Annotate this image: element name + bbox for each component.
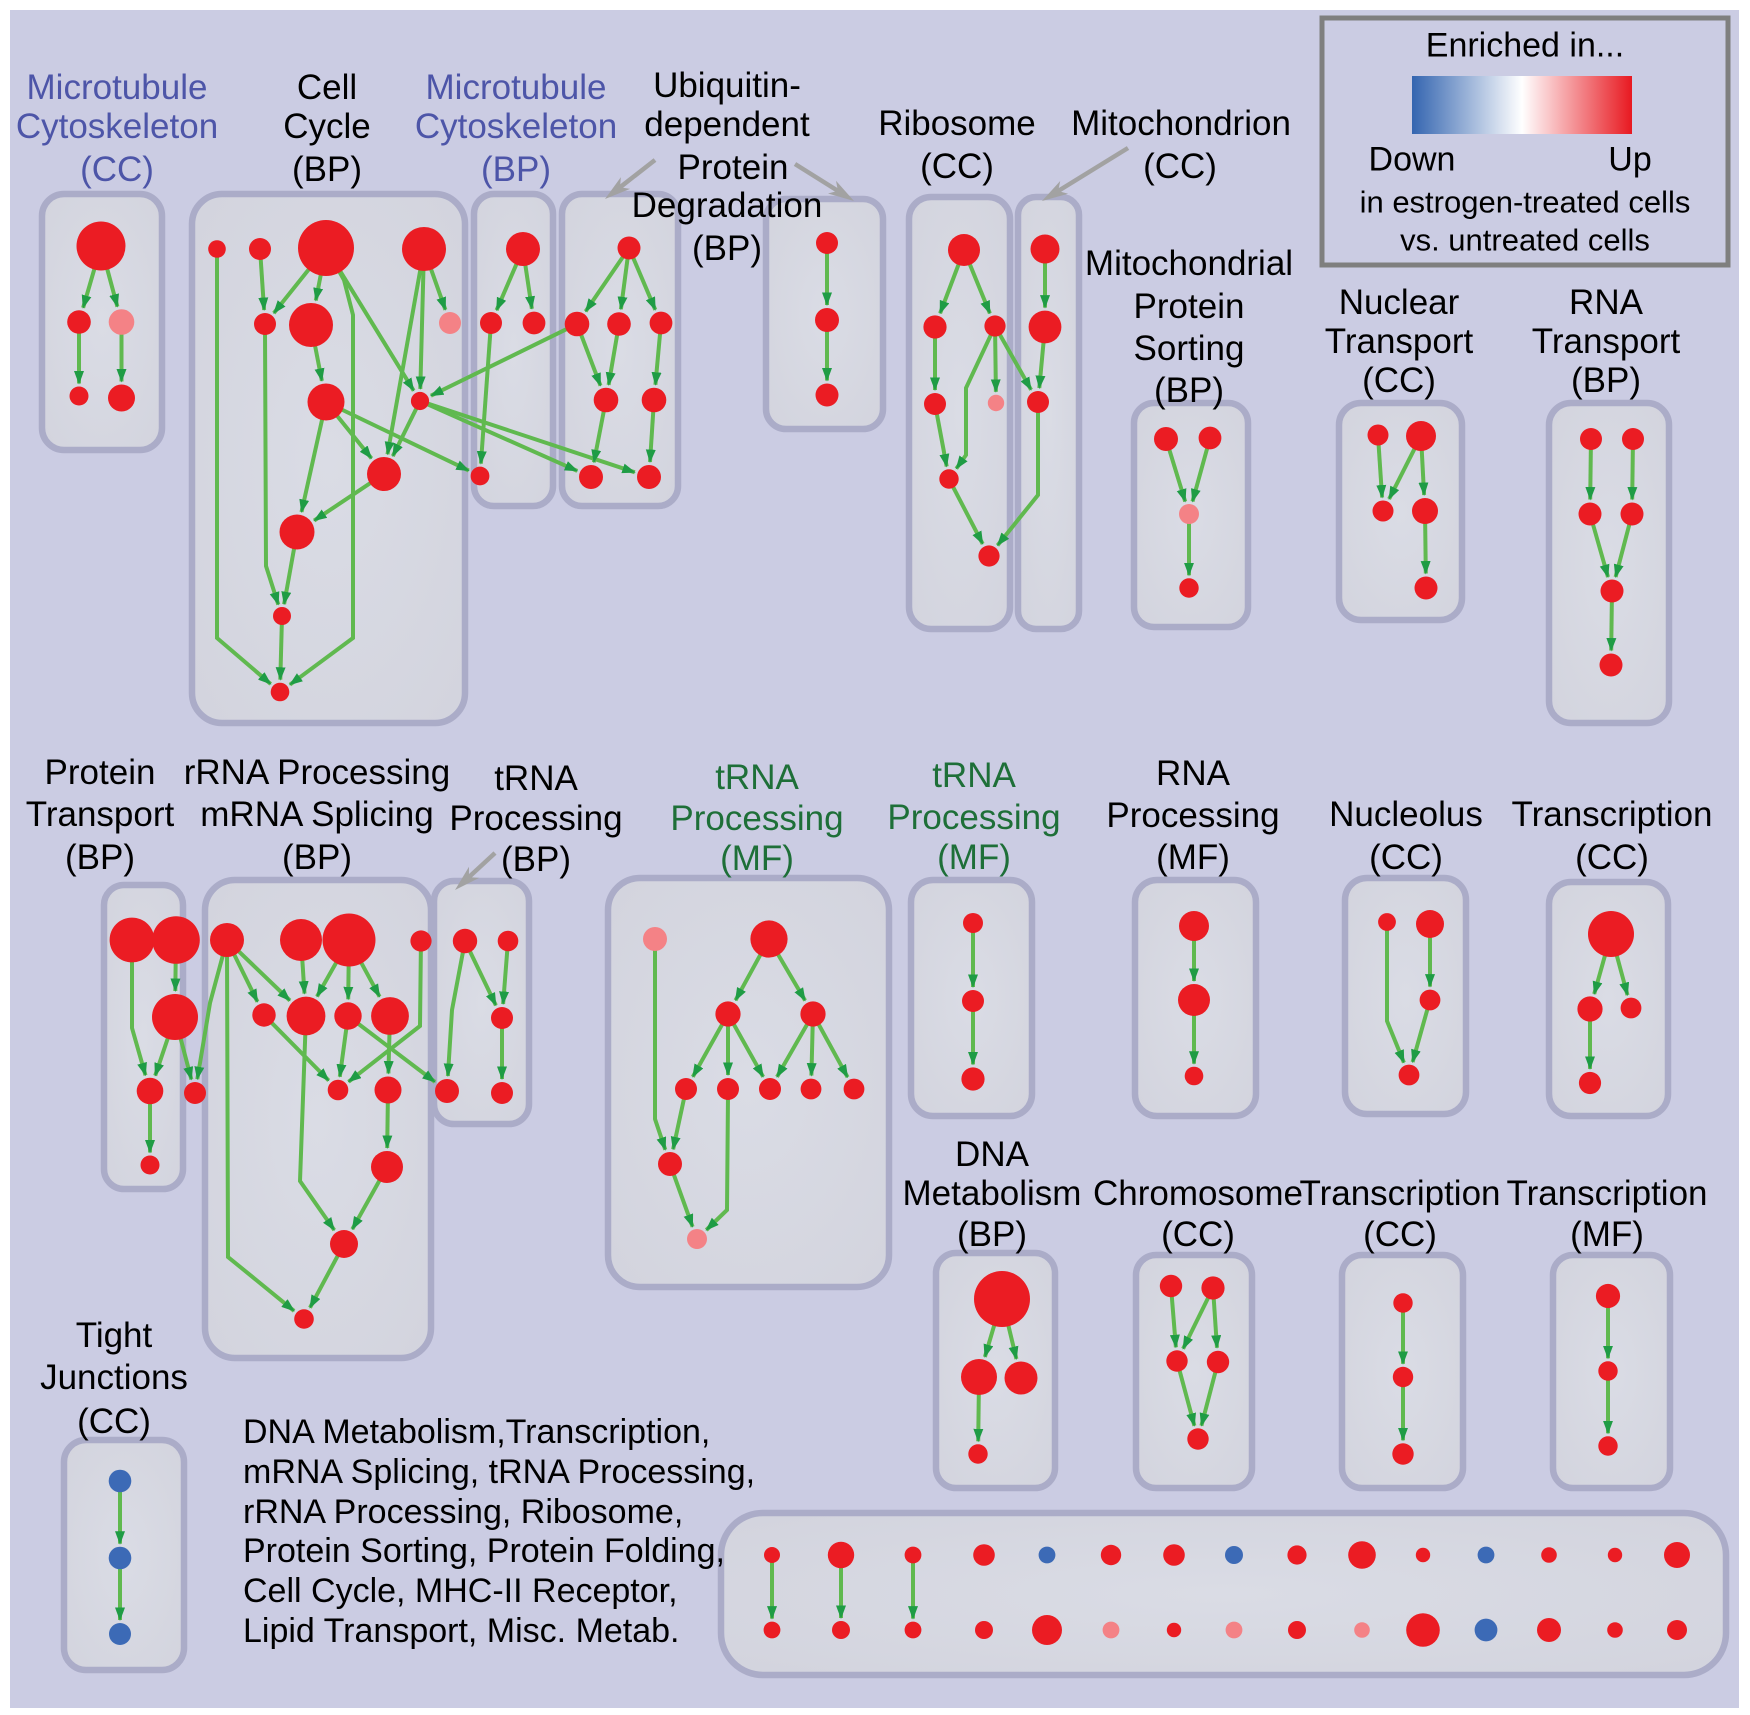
- svg-text:(MF): (MF): [720, 839, 794, 878]
- svg-text:tRNA: tRNA: [932, 756, 1016, 795]
- svg-text:Degradation: Degradation: [632, 186, 823, 225]
- svg-text:Mitochondrial: Mitochondrial: [1085, 244, 1293, 283]
- svg-text:Transport: Transport: [1325, 322, 1474, 361]
- svg-text:(CC): (CC): [77, 1402, 151, 1441]
- svg-text:(CC): (CC): [1575, 838, 1649, 877]
- svg-text:(CC): (CC): [1369, 838, 1443, 877]
- svg-text:DNA: DNA: [955, 1135, 1030, 1174]
- svg-text:(MF): (MF): [1156, 838, 1230, 877]
- svg-text:Enriched in...: Enriched in...: [1426, 27, 1624, 65]
- svg-text:in estrogen-treated cells: in estrogen-treated cells: [1360, 184, 1691, 219]
- svg-text:Transcription: Transcription: [1507, 1174, 1708, 1213]
- svg-text:Processing: Processing: [1106, 796, 1279, 835]
- svg-text:(BP): (BP): [292, 150, 362, 189]
- svg-text:(CC): (CC): [80, 150, 154, 189]
- svg-text:dependent: dependent: [644, 105, 810, 144]
- svg-text:Transcription: Transcription: [1512, 795, 1713, 834]
- svg-text:Sorting: Sorting: [1134, 329, 1245, 368]
- svg-text:RNA: RNA: [1156, 754, 1231, 793]
- svg-text:Tight: Tight: [76, 1316, 153, 1355]
- svg-text:RNA: RNA: [1569, 283, 1644, 322]
- svg-text:Mitochondrion: Mitochondrion: [1071, 104, 1291, 143]
- svg-text:rRNA Processing, Ribosome,: rRNA Processing, Ribosome,: [243, 1493, 683, 1531]
- svg-text:(CC): (CC): [1161, 1215, 1235, 1254]
- svg-text:tRNA: tRNA: [715, 758, 799, 797]
- svg-text:(MF): (MF): [937, 838, 1011, 877]
- svg-text:Microtubule: Microtubule: [27, 68, 208, 107]
- svg-text:Cell Cycle, MHC-II Receptor,: Cell Cycle, MHC-II Receptor,: [243, 1572, 678, 1610]
- svg-text:Nuclear: Nuclear: [1339, 283, 1460, 322]
- svg-text:Lipid Transport, Misc. Metab.: Lipid Transport, Misc. Metab.: [243, 1612, 680, 1650]
- svg-text:Cytoskeleton: Cytoskeleton: [16, 107, 218, 146]
- svg-text:Cell: Cell: [297, 68, 357, 107]
- svg-text:Protein: Protein: [45, 753, 156, 792]
- svg-text:Cycle: Cycle: [283, 107, 371, 146]
- svg-text:Processing: Processing: [887, 798, 1060, 837]
- svg-text:Protein: Protein: [678, 148, 789, 187]
- svg-text:mRNA Splicing: mRNA Splicing: [200, 795, 433, 834]
- svg-text:Ubiquitin-: Ubiquitin-: [653, 66, 801, 105]
- svg-text:(CC): (CC): [1363, 1215, 1437, 1254]
- svg-text:(BP): (BP): [481, 150, 551, 189]
- svg-text:tRNA: tRNA: [494, 759, 578, 798]
- svg-text:(CC): (CC): [1362, 361, 1436, 400]
- svg-text:DNA Metabolism,Transcription,: DNA Metabolism,Transcription,: [243, 1413, 710, 1451]
- svg-text:Chromosome: Chromosome: [1093, 1174, 1303, 1213]
- svg-text:Transport: Transport: [1532, 322, 1681, 361]
- svg-text:Processing: Processing: [449, 799, 622, 838]
- svg-text:rRNA Processing: rRNA Processing: [184, 753, 450, 792]
- svg-text:Microtubule: Microtubule: [426, 68, 607, 107]
- svg-text:Protein: Protein: [1134, 287, 1245, 326]
- svg-text:Junctions: Junctions: [40, 1358, 188, 1397]
- svg-text:(CC): (CC): [920, 147, 994, 186]
- svg-text:(BP): (BP): [957, 1215, 1027, 1254]
- svg-text:Transcription: Transcription: [1300, 1174, 1501, 1213]
- svg-text:Processing: Processing: [670, 799, 843, 838]
- svg-text:(BP): (BP): [501, 840, 571, 879]
- svg-text:Cytoskeleton: Cytoskeleton: [415, 107, 617, 146]
- svg-text:Ribosome: Ribosome: [878, 104, 1036, 143]
- svg-text:vs. untreated cells: vs. untreated cells: [1400, 222, 1650, 257]
- svg-text:(MF): (MF): [1570, 1215, 1644, 1254]
- svg-text:Protein Sorting, Protein Foldi: Protein Sorting, Protein Folding,: [243, 1532, 725, 1570]
- svg-text:(BP): (BP): [1571, 361, 1641, 400]
- svg-text:Transport: Transport: [26, 795, 175, 834]
- svg-text:Nucleolus: Nucleolus: [1329, 795, 1483, 834]
- svg-text:mRNA Splicing, tRNA Processing: mRNA Splicing, tRNA Processing,: [243, 1453, 755, 1491]
- svg-text:(BP): (BP): [1154, 371, 1224, 410]
- svg-text:(BP): (BP): [65, 838, 135, 877]
- svg-text:(BP): (BP): [692, 229, 762, 268]
- svg-text:Metabolism: Metabolism: [903, 1174, 1082, 1213]
- svg-text:(BP): (BP): [282, 838, 352, 877]
- svg-text:(CC): (CC): [1143, 147, 1217, 186]
- svg-text:Down: Down: [1369, 141, 1456, 179]
- svg-text:Up: Up: [1608, 141, 1651, 179]
